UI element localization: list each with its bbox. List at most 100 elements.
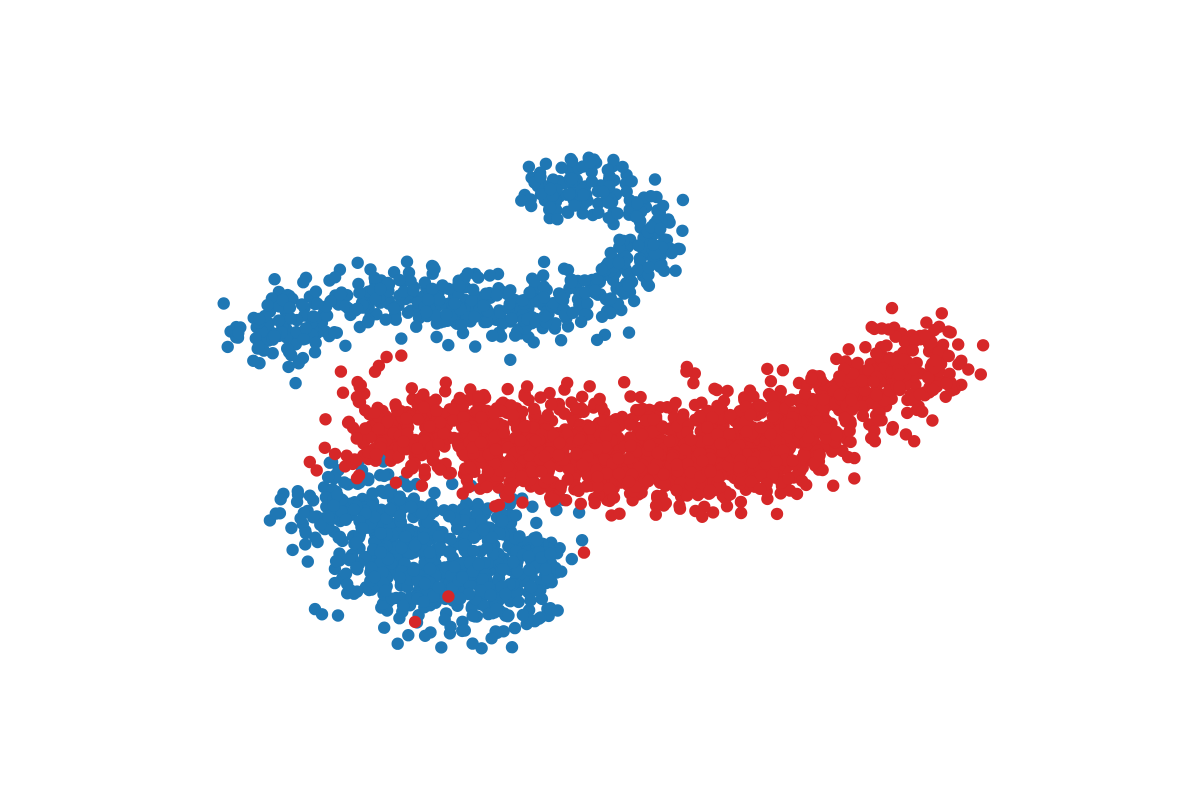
scatter-point [324, 295, 337, 308]
scatter-point [858, 384, 871, 397]
scatter-point [297, 276, 310, 289]
scatter-point [764, 375, 778, 388]
scatter-point [423, 420, 436, 433]
scatter-point [488, 407, 501, 420]
scatter-point [535, 465, 548, 478]
scatter-point [630, 210, 644, 223]
scatter-point [899, 428, 913, 441]
scatter-point [611, 207, 624, 220]
scatter-point [783, 418, 796, 431]
scatter-point [724, 488, 737, 501]
scatter-point [315, 608, 329, 621]
scatter-point [331, 488, 344, 502]
scatter-point [680, 360, 694, 374]
scatter-point [622, 326, 636, 339]
scatter-point [670, 484, 683, 497]
scatter-point [379, 313, 392, 326]
scatter-point [588, 284, 602, 297]
scatter-point [327, 499, 340, 512]
scatter-point [322, 510, 335, 523]
scatter-point [616, 160, 629, 174]
scatter-point [530, 516, 543, 530]
scatter-point [350, 390, 364, 404]
scatter-point [295, 298, 309, 311]
scatter-point [591, 470, 604, 484]
scatter-point [455, 319, 468, 332]
scatter-point [766, 410, 780, 423]
scatter-point [434, 463, 447, 476]
scatter-point [397, 435, 410, 448]
scatter-point [688, 398, 702, 412]
scatter-point [387, 302, 401, 315]
scatter-point [497, 563, 510, 576]
scatter-point [555, 291, 568, 305]
scatter-point [307, 310, 320, 323]
scatter-point [754, 421, 768, 434]
scatter-point [261, 298, 274, 312]
scatter-point [359, 422, 372, 435]
scatter-point [391, 637, 404, 650]
scatter-point [744, 408, 757, 422]
scatter-point [774, 487, 787, 500]
scatter-point [506, 555, 520, 569]
scatter-point [472, 558, 485, 571]
scatter-point [897, 353, 910, 366]
scatter-point [350, 432, 363, 445]
scatter-point [389, 476, 403, 489]
scatter-point [285, 348, 298, 362]
scatter-point [341, 577, 354, 591]
scatter-point [467, 531, 481, 544]
scatter-point [336, 386, 350, 399]
scatter-point [525, 199, 538, 213]
scatter-point [811, 415, 824, 428]
scatter-point [379, 584, 392, 597]
scatter-point [665, 246, 678, 260]
scatter-point [573, 433, 586, 446]
scatter-point [647, 462, 660, 475]
scatter-point [527, 402, 541, 415]
scatter-point [430, 309, 443, 323]
scatter-point [458, 538, 471, 551]
scatter-point [504, 399, 518, 412]
scatter-point [526, 500, 539, 513]
scatter-point [320, 309, 334, 322]
scatter-point [574, 315, 588, 329]
scatter-point [631, 263, 644, 277]
scatter-point [303, 455, 316, 469]
scatter-point [472, 271, 485, 284]
scatter-point [480, 480, 494, 494]
scatter-point [477, 299, 490, 312]
scatter-point [497, 426, 511, 439]
scatter-point [575, 534, 589, 547]
scatter-point [604, 246, 617, 260]
scatter-point [880, 339, 893, 352]
scatter-point [865, 432, 878, 445]
scatter-point [430, 404, 443, 417]
scatter-point [502, 609, 515, 622]
scatter-point [428, 486, 441, 500]
scatter-point [437, 427, 450, 440]
scatter-point [759, 449, 773, 462]
scatter-point [405, 382, 418, 395]
scatter-point [427, 447, 441, 460]
scatter-point [399, 530, 412, 543]
scatter-point [427, 590, 440, 603]
scatter-point [518, 420, 531, 433]
scatter-point [870, 389, 883, 402]
scatter-point [522, 160, 536, 173]
scatter-point [350, 585, 364, 598]
scatter-point [642, 474, 655, 488]
scatter-point [651, 446, 664, 460]
scatter-point [908, 334, 922, 348]
scatter-point [483, 269, 496, 282]
scatter-point [467, 283, 480, 296]
scatter-point [817, 393, 830, 406]
scatter-point [848, 472, 861, 485]
scatter-point [432, 438, 445, 451]
scatter-point [766, 469, 779, 482]
scatter-point [534, 170, 547, 184]
scatter-point [952, 358, 965, 371]
scatter-point [656, 420, 669, 433]
scatter-point [563, 187, 576, 201]
scatter-point [865, 320, 878, 334]
